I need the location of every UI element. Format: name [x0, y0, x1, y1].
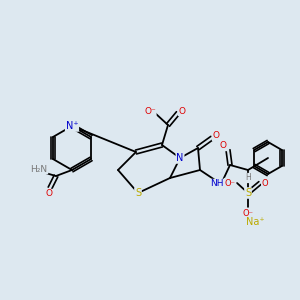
Text: O⁻: O⁻ — [224, 178, 236, 188]
Text: N⁺: N⁺ — [66, 121, 78, 131]
Text: O: O — [262, 178, 268, 188]
Text: H: H — [245, 173, 251, 182]
Text: NH: NH — [210, 179, 224, 188]
Text: S: S — [245, 188, 251, 198]
Text: N: N — [176, 153, 184, 163]
Text: O⁻: O⁻ — [242, 208, 253, 217]
Text: O: O — [178, 106, 185, 116]
Text: O: O — [46, 190, 52, 199]
Text: O⁻: O⁻ — [144, 106, 156, 116]
Text: S: S — [135, 188, 141, 198]
Text: O: O — [212, 131, 220, 140]
Text: O: O — [220, 142, 226, 151]
Text: Na⁺: Na⁺ — [246, 217, 264, 227]
Text: H₂N: H₂N — [30, 164, 48, 173]
